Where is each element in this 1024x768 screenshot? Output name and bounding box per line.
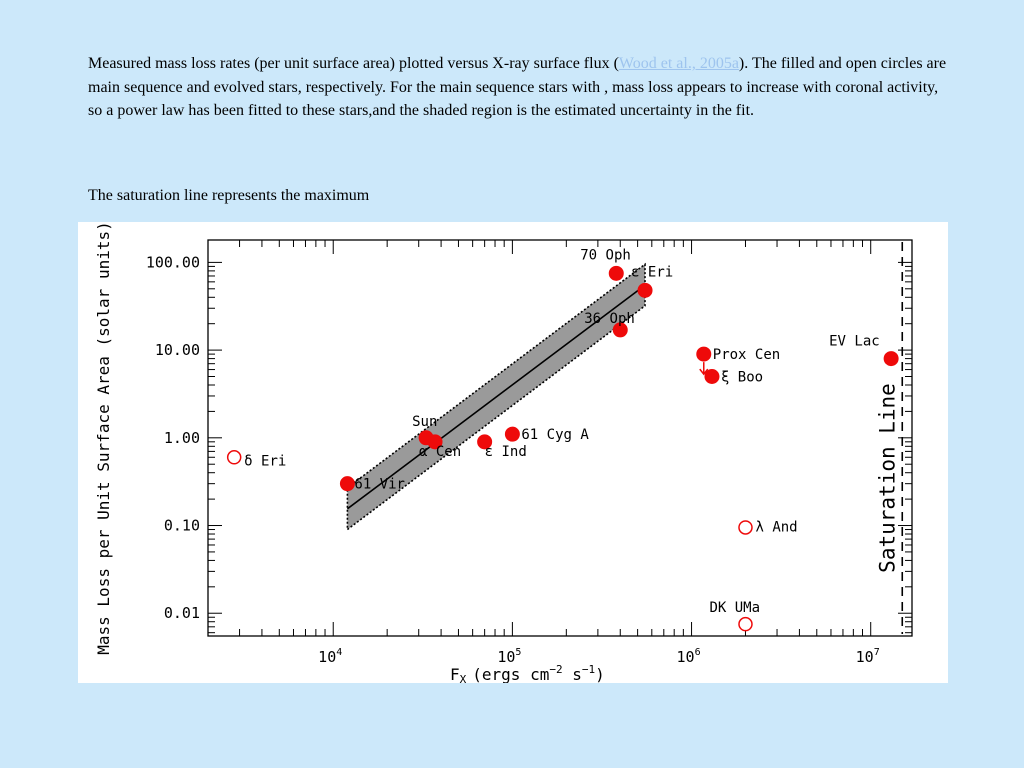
main-sequence-star-point <box>637 282 653 298</box>
main-sequence-star-point <box>477 434 493 450</box>
star-label: 61 Vir <box>354 477 405 493</box>
x-axis-label-units: (ergs cm <box>472 665 549 683</box>
star-label: EV Lac <box>829 334 880 350</box>
y-axis-label: Mass Loss per Unit Surface Area (solar u… <box>94 222 113 655</box>
star-label: DK UMa <box>709 600 760 616</box>
y-tick-label: 100.00 <box>146 253 200 271</box>
x-axis-label-exp2: −1 <box>582 663 595 676</box>
star-label: 36 Oph <box>584 311 635 327</box>
main-sequence-star-point <box>427 434 443 450</box>
axis-tick-labels: 104 105 106 107 100.00 10.00 1.00 0.10 0.01 <box>146 253 880 666</box>
mass-loss-chart: 104 105 106 107 100.00 10.00 1.00 0.10 0.01 Satu… <box>78 222 948 683</box>
chart-svg: 104 105 106 107 100.00 10.00 1.00 0.10 0.01 Satu… <box>94 222 913 683</box>
star-label: Prox Cen <box>713 347 780 363</box>
x-axis-label-exp1: −2 <box>549 663 562 676</box>
x-axis-label-close: ) <box>595 665 605 683</box>
figure-caption: Measured mass loss rates (per unit surfa… <box>88 52 948 123</box>
saturation-line-label: Saturation Line <box>875 383 899 573</box>
main-sequence-star-point <box>696 346 712 362</box>
main-sequence-star-point <box>883 351 899 367</box>
y-tick-label: 0.10 <box>164 517 200 535</box>
x-axis-label-mid: s <box>563 665 582 683</box>
star-label: Sun <box>412 414 437 430</box>
main-sequence-star-point <box>339 476 355 492</box>
main-sequence-star-point <box>704 369 720 385</box>
caption-text-start: Measured mass loss rates (per unit surfa… <box>88 55 619 72</box>
evolved-star-point <box>226 450 242 465</box>
x-tick-label: 105 <box>497 647 521 666</box>
star-label: λ And <box>755 519 797 535</box>
y-tick-label: 1.00 <box>164 429 200 447</box>
fit-uncertainty-layer <box>346 262 646 532</box>
x-axis-label: FX (ergs cm−2 s−1) <box>450 663 605 683</box>
x-tick-label: 107 <box>856 647 880 666</box>
axis-ticks <box>207 240 912 636</box>
star-label: 61 Cyg A <box>521 427 589 443</box>
x-tick-label: 106 <box>677 647 701 666</box>
star-label: 70 Oph <box>580 247 631 263</box>
power-law-fit-line <box>346 284 646 510</box>
x-axis-label-sub: X <box>460 673 467 683</box>
y-tick-label: 10.00 <box>155 341 200 359</box>
evolved-star-point <box>738 520 753 535</box>
caption-text-end: ). The filled and open circles are main … <box>88 55 947 119</box>
star-label: α Cen <box>419 444 461 460</box>
evolved-star-point <box>738 616 753 632</box>
y-tick-label: 0.01 <box>164 604 200 622</box>
star-label: ε Ind <box>485 444 527 460</box>
star-label: ξ Boo <box>721 370 763 386</box>
reference-link[interactable]: Wood et al., 2005a <box>618 55 739 72</box>
star-label: ε Eri <box>631 264 673 280</box>
caption-second-paragraph: The saturation line represents the maxim… <box>88 187 370 204</box>
x-axis-label-main: F <box>450 665 460 683</box>
main-sequence-star-point <box>504 426 520 442</box>
main-sequence-star-point <box>612 322 628 338</box>
upper-limit-arrow-head <box>699 368 709 376</box>
x-tick-label: 104 <box>318 647 342 666</box>
main-sequence-star-point <box>608 265 624 281</box>
star-points <box>226 265 899 632</box>
star-label: δ Eri <box>244 453 286 469</box>
